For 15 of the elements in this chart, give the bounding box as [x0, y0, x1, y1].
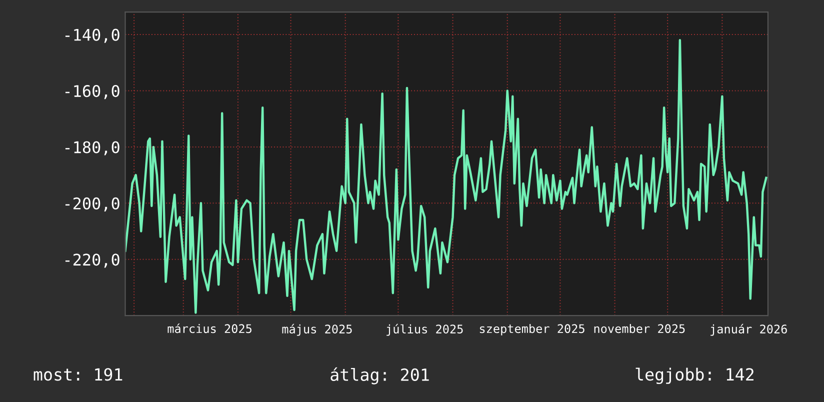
y-tick-label: -180,0 [65, 141, 120, 156]
text: átlag: 201 [330, 367, 429, 384]
text: most: 191 [34, 368, 122, 381]
y-tick-label: -160,0 [65, 85, 120, 100]
y-tick-label: -140,0 [65, 28, 120, 43]
y-tick-label: -200,0 [65, 197, 120, 212]
x-tick-label: január 2026 [710, 324, 787, 336]
x-tick-label: július 2025 [386, 324, 463, 336]
x-tick-label: május 2025 [282, 324, 352, 336]
text: legjobb: 142 [636, 368, 754, 384]
y-tick-label: -220,0 [65, 254, 120, 268]
x-tick-label: szeptember 2025 [480, 324, 584, 336]
x-tick-label: március 2025 [168, 323, 252, 334]
x-tick-label: november 2025 [594, 324, 685, 334]
line-series [125, 39, 768, 314]
